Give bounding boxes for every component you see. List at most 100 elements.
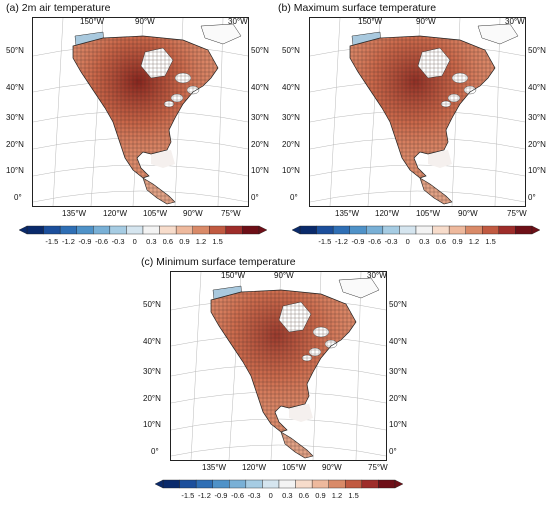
colorbar-tick-label: -0.6 <box>231 491 244 500</box>
colorbar-swatch <box>278 479 296 489</box>
lat-label-right: 10°N <box>528 166 546 175</box>
colorbar-swatch <box>26 225 44 235</box>
lat-label-right: 30°N <box>528 113 546 122</box>
neutral-area <box>289 404 313 422</box>
colorbar-tick-label: -0.9 <box>79 237 92 246</box>
colorbar-swatch <box>93 225 111 235</box>
central-america <box>420 178 452 204</box>
panel-title: (b) Maximum surface temperature <box>278 2 437 14</box>
greenland-region <box>338 277 380 299</box>
panel-title: (a) 2m air temperature <box>6 2 111 14</box>
lat-label-right: 50°N <box>389 300 407 309</box>
lat-label-left: 20°N <box>282 140 300 149</box>
colorbar-swatch <box>126 225 144 235</box>
colorbar-tick-label: -1.5 <box>181 491 194 500</box>
parallel-line <box>171 418 386 431</box>
colorbar-tick-label: 1.5 <box>348 491 358 500</box>
meridian-line <box>52 18 64 206</box>
colorbar-swatch <box>192 225 210 235</box>
lat-label-left: 40°N <box>6 83 24 92</box>
colorbar-tick-label: -0.6 <box>95 237 108 246</box>
warming-anomaly <box>350 36 495 178</box>
lat-label-left: 0° <box>14 193 22 202</box>
colorbar-tick-label: -0.9 <box>215 491 228 500</box>
colorbar-swatch <box>299 225 317 235</box>
top-lon-label: 30°W <box>367 271 387 280</box>
lake <box>174 72 192 84</box>
parallel-line <box>171 444 386 457</box>
colorbar-swatch <box>76 225 94 235</box>
parallel-line <box>33 190 248 203</box>
colorbar-swatch <box>448 225 466 235</box>
meridian-line <box>494 18 501 206</box>
bottom-lon-label: 120°W <box>375 209 400 218</box>
colorbar-tick-label: -1.2 <box>198 491 211 500</box>
colorbar-tick-label: 0 <box>406 237 410 246</box>
lat-label-right: 40°N <box>528 83 546 92</box>
colorbar-tick-label: 0.6 <box>436 237 446 246</box>
colorbar-tick-label: 0 <box>269 491 273 500</box>
colorbar-swatch <box>262 479 280 489</box>
top-lon-label: 150°W <box>221 271 246 280</box>
lat-label-left: 10°N <box>6 166 24 175</box>
colorbar-swatch <box>179 479 197 489</box>
colorbar-tick-label: 0.9 <box>315 491 325 500</box>
colorbar-swatch <box>366 225 384 235</box>
warming-anomaly <box>211 290 356 432</box>
lat-label-right: 50°N <box>528 46 546 55</box>
bottom-lon-label: 120°W <box>103 209 128 218</box>
colorbar-tick-label: 1.5 <box>212 237 222 246</box>
bottom-lon-label: 105°W <box>282 463 307 472</box>
colorbar-swatch <box>311 479 329 489</box>
lat-label-right: 30°N <box>389 367 407 376</box>
bottom-lon-label: 105°W <box>143 209 168 218</box>
coastline <box>210 289 357 433</box>
top-lon-label: 90°W <box>274 271 294 280</box>
lat-label-left: 40°N <box>143 337 161 346</box>
colorbar: -1.5 -1.2 -0.9 -0.6 -0.3 0 0.3 0.6 0.9 1.2 1.5 <box>18 225 268 246</box>
central-america <box>143 178 175 204</box>
coastline <box>419 177 453 205</box>
map-frame <box>170 271 387 461</box>
bottom-lon-label: 90°W <box>183 209 203 218</box>
meridian-line <box>329 18 341 206</box>
colorbar-tick-label: -1.5 <box>318 237 331 246</box>
lat-label-left: 30°N <box>6 113 24 122</box>
colorbar-swatch <box>159 225 177 235</box>
coastline <box>349 35 496 179</box>
lat-label-right: 20°N <box>251 140 269 149</box>
colorbar-swatch <box>515 225 533 235</box>
colorbar-tick-label: 0 <box>133 237 137 246</box>
lat-label-left: 40°N <box>282 83 300 92</box>
lat-label-right: 0° <box>528 193 536 202</box>
panel-title: (c) Minimum surface temperature <box>141 256 296 268</box>
lat-label-left: 20°N <box>143 394 161 403</box>
lat-label-left: 0° <box>290 193 298 202</box>
colorbar-arrow-right <box>258 225 268 235</box>
colorbar-tick-label: 0.6 <box>163 237 173 246</box>
bottom-lon-label: 90°W <box>322 463 342 472</box>
lat-label-right: 10°N <box>251 166 269 175</box>
meridian-line <box>355 272 362 460</box>
top-lon-label: 30°W <box>505 17 525 26</box>
colorbar-tick-label: -1.2 <box>335 237 348 246</box>
parallel-line <box>310 164 525 177</box>
lat-label-left: 20°N <box>6 140 24 149</box>
central-america <box>281 432 313 458</box>
colorbar: -1.5 -1.2 -0.9 -0.6 -0.3 0 0.3 0.6 0.9 1.2 1.5 <box>154 479 404 500</box>
colorbar-tick-label: 0.3 <box>419 237 429 246</box>
bottom-lon-label: 105°W <box>416 209 441 218</box>
neutral-area <box>151 150 175 168</box>
colorbar-tick-label: 0.9 <box>179 237 189 246</box>
map-frame <box>309 17 526 207</box>
coastline <box>142 177 176 205</box>
colorbar-swatch <box>332 225 350 235</box>
colorbar-tick-label: -1.5 <box>45 237 58 246</box>
panel-b: (b) Maximum surface temperature 150°W 90… <box>278 0 553 250</box>
greenland-region <box>200 23 242 45</box>
lat-label-left: 30°N <box>282 113 300 122</box>
colorbar-tick-label: 1.2 <box>332 491 342 500</box>
colorbar-swatch <box>415 225 433 235</box>
colorbar-swatch <box>465 225 483 235</box>
bottom-lon-label: 90°W <box>458 209 478 218</box>
